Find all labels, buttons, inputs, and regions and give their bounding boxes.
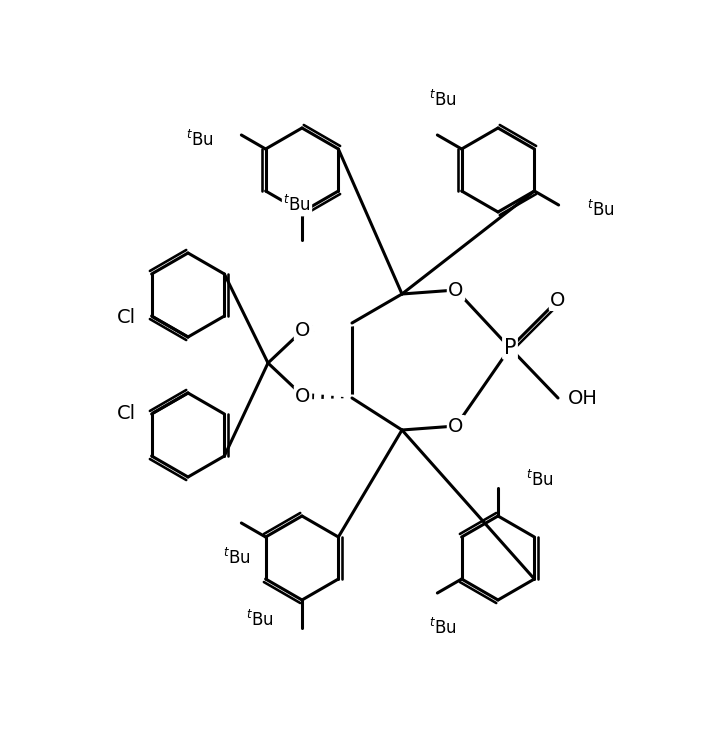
Text: O: O [449,416,463,435]
Text: $^t$Bu: $^t$Bu [526,470,554,490]
Text: O: O [295,386,311,405]
Text: $^t$Bu: $^t$Bu [222,548,250,568]
Text: O: O [449,281,463,300]
Text: Cl: Cl [117,308,136,327]
Text: $^t$Bu: $^t$Bu [283,195,311,215]
Text: O: O [295,321,311,340]
Text: $^t$Bu: $^t$Bu [428,618,456,638]
Text: O: O [550,290,566,310]
Text: Cl: Cl [117,403,136,423]
Text: P: P [504,338,516,358]
Text: $^t$Bu: $^t$Bu [587,200,615,220]
Text: OH: OH [568,389,598,408]
Text: $^t$Bu: $^t$Bu [246,610,274,630]
Text: $^t$Bu: $^t$Bu [186,130,213,150]
Text: $^t$Bu: $^t$Bu [428,90,456,110]
Polygon shape [303,323,352,333]
